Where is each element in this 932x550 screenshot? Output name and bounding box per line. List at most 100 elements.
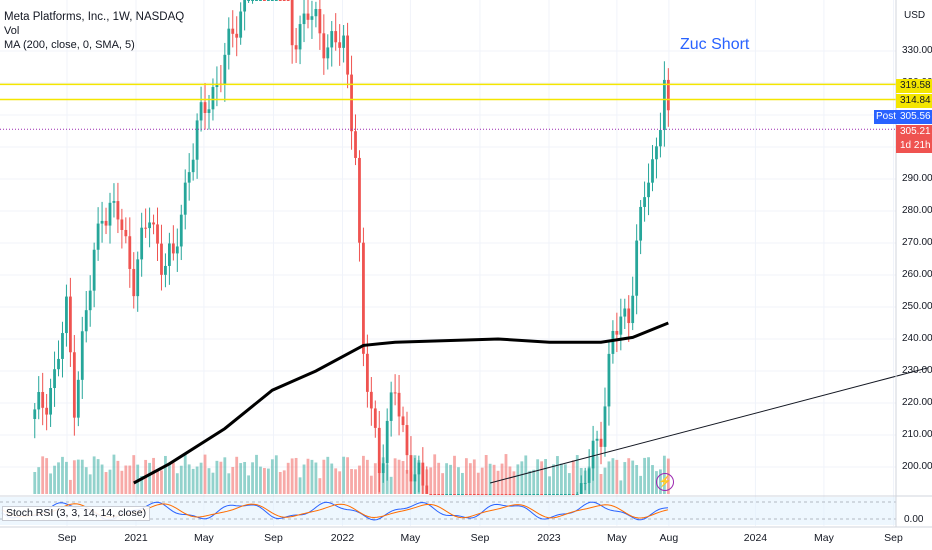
candle-body — [591, 440, 595, 469]
volume-bar — [239, 463, 243, 494]
candle-body — [433, 494, 437, 495]
candle-body — [33, 409, 37, 419]
candle-body — [128, 236, 132, 269]
volume-bar — [461, 472, 464, 494]
candle-body — [310, 16, 314, 20]
candle-body — [140, 227, 144, 260]
candle-body — [175, 246, 179, 254]
x-tick-label: May — [813, 532, 834, 544]
candle-body — [274, 0, 278, 1]
candle-body — [623, 308, 627, 317]
volume-bar — [310, 459, 314, 494]
volume-bar — [282, 470, 286, 494]
volume-bar — [68, 479, 72, 494]
volume-bar — [227, 473, 231, 494]
x-tick-label: Sep — [264, 532, 283, 544]
candle-body — [286, 0, 290, 1]
candle-body — [266, 0, 270, 1]
volume-bar — [623, 462, 627, 494]
candle-body — [504, 494, 508, 495]
volume-bar — [286, 462, 290, 494]
candle-body — [635, 240, 639, 296]
volume-bars — [33, 454, 670, 494]
candle-body — [662, 79, 666, 131]
candle-body — [417, 462, 421, 475]
volume-bar — [33, 472, 37, 494]
volume-bar — [88, 474, 92, 494]
candle-body — [100, 220, 104, 224]
y-tick-label: 260.00 — [902, 269, 932, 280]
volume-bar — [124, 465, 128, 494]
volume-bar — [369, 475, 373, 494]
volume-bar — [215, 460, 219, 494]
candle-body — [41, 392, 45, 408]
candle-body — [611, 330, 615, 354]
volume-bar — [171, 462, 175, 494]
candle-body — [651, 159, 654, 183]
volume-bar — [635, 465, 639, 494]
volume-bar — [484, 455, 488, 494]
ma-legend[interactable]: MA (200, close, 0, SMA, 5) — [4, 39, 135, 51]
volume-bar — [318, 478, 322, 494]
volume-bar — [445, 463, 448, 494]
volume-bar — [96, 459, 100, 494]
volume-bar — [504, 454, 508, 494]
y-tick-label: 270.00 — [902, 237, 932, 248]
stoch-rsi-legend[interactable]: Stoch RSI (3, 3, 14, 14, close) — [2, 506, 151, 521]
candle-body — [92, 249, 96, 291]
volume-bar — [148, 462, 151, 494]
candle-body — [429, 494, 433, 495]
y-tick-label: 280.00 — [902, 205, 932, 216]
volume-bar — [294, 457, 298, 494]
volume-bar — [132, 455, 136, 494]
volume-bar — [571, 460, 575, 494]
vol-legend[interactable]: Vol — [4, 25, 20, 37]
candle-body — [409, 455, 413, 482]
volume-bar — [104, 472, 108, 494]
volume-bar — [647, 457, 650, 494]
volume-bar — [72, 460, 76, 494]
candle-body — [532, 494, 536, 495]
volume-bar — [152, 457, 155, 494]
candle-body — [167, 243, 171, 266]
x-tick-label: May — [606, 532, 627, 544]
lightning-icon[interactable]: ⚡ — [656, 473, 674, 491]
candle-body — [524, 494, 528, 495]
volume-bar — [619, 480, 623, 494]
candle-body — [659, 130, 662, 147]
volume-bar — [199, 462, 203, 494]
volume-bar — [183, 454, 187, 494]
currency-label[interactable]: USD — [904, 10, 926, 21]
volume-bar — [520, 461, 524, 494]
volume-bar — [441, 473, 445, 494]
candle-body — [369, 391, 373, 409]
candle-body — [599, 438, 603, 447]
candle-body — [603, 406, 607, 447]
x-tick-label: May — [193, 532, 214, 544]
candle-body — [508, 494, 512, 495]
volume-bar — [453, 455, 456, 494]
candle-body — [472, 494, 476, 495]
candle-body — [464, 494, 468, 495]
volume-bar — [457, 467, 460, 494]
candle-body — [358, 157, 361, 243]
volume-bar — [41, 456, 45, 494]
candle-body — [326, 47, 330, 59]
volume-bar — [544, 459, 547, 494]
candle-body — [227, 28, 231, 55]
volume-bar — [195, 466, 199, 494]
volume-bar — [524, 455, 528, 494]
volume-bar — [108, 469, 112, 494]
volume-bar — [330, 463, 334, 494]
candle-body — [247, 0, 250, 1]
countdown-badge: 1d 21h — [896, 139, 932, 153]
volume-bar — [112, 454, 116, 494]
volume-bar — [500, 463, 504, 494]
volume-bar — [607, 461, 611, 494]
symbol-title[interactable]: Meta Platforms, Inc., 1W, NASDAQ — [4, 11, 185, 23]
volume-bar — [358, 465, 361, 494]
candle-body — [171, 243, 175, 254]
volume-bar — [449, 464, 452, 494]
